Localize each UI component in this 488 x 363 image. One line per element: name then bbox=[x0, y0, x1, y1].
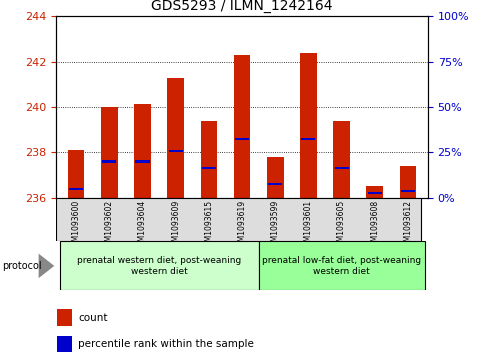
Bar bbox=[202, 167, 216, 170]
Bar bbox=[68, 150, 84, 198]
Bar bbox=[69, 188, 83, 190]
Text: count: count bbox=[78, 313, 107, 323]
Text: prenatal low-fat diet, post-weaning
western diet: prenatal low-fat diet, post-weaning west… bbox=[262, 256, 420, 276]
Text: GSM1093612: GSM1093612 bbox=[403, 200, 411, 251]
Text: percentile rank within the sample: percentile rank within the sample bbox=[78, 339, 254, 349]
Bar bbox=[399, 166, 415, 198]
Text: GSM1093615: GSM1093615 bbox=[204, 200, 213, 251]
Polygon shape bbox=[39, 254, 54, 278]
Bar bbox=[400, 190, 414, 192]
Bar bbox=[60, 241, 258, 290]
Bar bbox=[266, 157, 283, 198]
Bar bbox=[267, 183, 282, 185]
Text: GSM1093609: GSM1093609 bbox=[171, 200, 180, 251]
Text: GSM1093600: GSM1093600 bbox=[72, 200, 81, 251]
Bar bbox=[200, 121, 217, 198]
Bar bbox=[233, 55, 250, 198]
Bar bbox=[334, 167, 348, 170]
Bar bbox=[300, 53, 316, 198]
Title: GDS5293 / ILMN_1242164: GDS5293 / ILMN_1242164 bbox=[151, 0, 332, 13]
Text: GSM1093605: GSM1093605 bbox=[336, 200, 346, 251]
Bar bbox=[134, 104, 150, 198]
Bar bbox=[366, 187, 382, 198]
Bar bbox=[102, 160, 116, 163]
Text: prenatal western diet, post-weaning
western diet: prenatal western diet, post-weaning west… bbox=[77, 256, 241, 276]
Bar bbox=[333, 121, 349, 198]
Bar bbox=[168, 150, 183, 152]
Text: GSM1093619: GSM1093619 bbox=[237, 200, 246, 251]
Bar bbox=[135, 160, 149, 163]
Bar bbox=[367, 192, 381, 195]
Bar bbox=[235, 138, 248, 140]
Text: GSM1093602: GSM1093602 bbox=[104, 200, 114, 251]
Text: GSM1093604: GSM1093604 bbox=[138, 200, 147, 251]
Bar bbox=[101, 107, 118, 198]
Text: GSM1093599: GSM1093599 bbox=[270, 200, 279, 251]
Text: GSM1093601: GSM1093601 bbox=[304, 200, 312, 251]
Text: protocol: protocol bbox=[2, 261, 42, 271]
Bar bbox=[301, 138, 315, 140]
Bar bbox=[57, 336, 71, 352]
Bar bbox=[258, 241, 424, 290]
Bar bbox=[57, 309, 71, 326]
Bar bbox=[167, 78, 183, 198]
Text: GSM1093608: GSM1093608 bbox=[369, 200, 379, 251]
